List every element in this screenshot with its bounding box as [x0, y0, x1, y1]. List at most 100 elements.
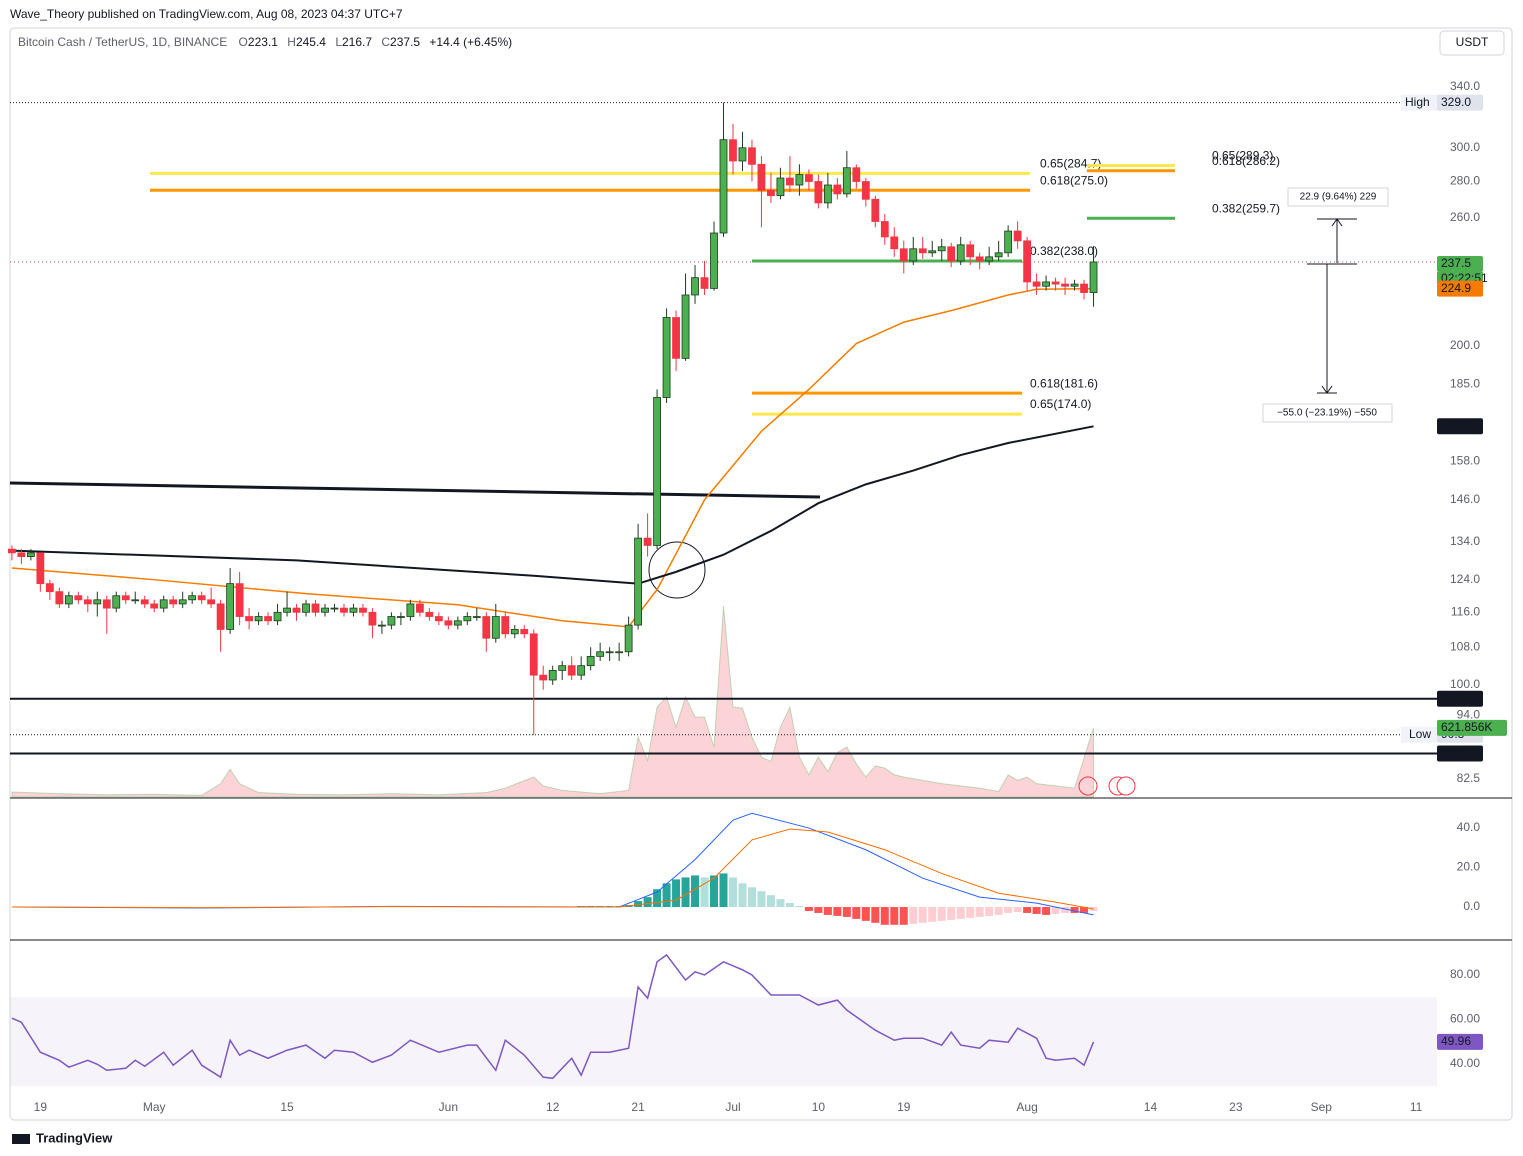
macd-histogram-bar [899, 907, 908, 925]
rsi-line [11, 953, 1095, 1080]
macd-histogram-bar [861, 907, 870, 921]
candle-body [956, 244, 965, 262]
measure-label: −55.0 (−23.19%) −550 [1277, 408, 1377, 419]
candle-body [188, 595, 197, 601]
macd-histogram-bar [710, 875, 719, 908]
macd-histogram-bar [776, 899, 785, 908]
fib-label: 0.618(181.6) [1030, 376, 1098, 390]
macd-histogram-bar [1032, 907, 1041, 914]
candle-body [937, 246, 946, 252]
candle-body [681, 294, 690, 359]
candle-body [605, 651, 614, 654]
candle-body [624, 624, 633, 653]
volume-badge-bg [1437, 719, 1507, 736]
y-tick-label: 108.0 [1450, 639, 1480, 653]
macd-histogram-bar [928, 907, 937, 922]
y-tick-label: 280.0 [1450, 174, 1480, 188]
frame [9, 27, 1513, 1121]
candle-body [292, 607, 301, 613]
macd-histogram-bar [1042, 907, 1051, 915]
candle-body [615, 651, 624, 654]
candle-body [947, 246, 956, 262]
rsi-tick-label: 80.00 [1450, 967, 1480, 981]
macd-histogram-bar [842, 907, 851, 917]
candle-body [577, 665, 586, 676]
price-badge: 224.9 [1441, 281, 1471, 295]
symbol: Bitcoin Cash / TetherUS, 1D, BINANCE [18, 35, 227, 49]
candle-body [719, 139, 728, 234]
macd-line [11, 812, 1094, 916]
level-badge: 86.9 [1441, 746, 1465, 760]
x-tick-label: 19 [897, 1100, 911, 1114]
candle-body [273, 611, 282, 622]
event-icon[interactable] [1078, 776, 1098, 796]
candle-body [1032, 281, 1041, 287]
candle-body [909, 248, 918, 262]
macd-histogram-bar [947, 907, 956, 920]
macd-histogram-bar [1061, 907, 1070, 913]
candle-body [975, 256, 984, 262]
high-badge: 329.0 [1441, 95, 1471, 109]
macd-histogram-bar [833, 907, 842, 916]
x-tick-label: Sep [1311, 1100, 1333, 1114]
high-badge-bg [1437, 94, 1483, 111]
candle-body [444, 620, 453, 626]
price-badge: 169.7 [1441, 418, 1471, 432]
candle-body [55, 591, 64, 605]
candle-body [1089, 261, 1098, 293]
candle-body [131, 599, 140, 602]
y-tick-label: 124.0 [1450, 572, 1480, 586]
candle-body [197, 595, 206, 601]
publisher: Wave_Theory published on TradingView.com… [10, 7, 403, 21]
event-icon[interactable] [1116, 776, 1136, 796]
fib-label: 0.65(284.7) [1040, 157, 1101, 171]
currency[interactable]: USDT [1456, 35, 1489, 49]
last-price: 237.5 [1441, 256, 1471, 270]
candle-body [918, 248, 927, 254]
candle-body [1051, 281, 1060, 285]
x-tick-label: 19 [34, 1100, 48, 1114]
macd-histogram-bar [956, 907, 965, 919]
fib-label: 0.618(286.2) [1212, 154, 1280, 168]
x-tick-label: 21 [631, 1100, 645, 1114]
candle-body [539, 674, 548, 681]
fib-label: 0.618(275.0) [1040, 173, 1108, 187]
rsi-tick-label: 60.00 [1450, 1012, 1480, 1026]
candle-body [833, 184, 842, 195]
fib-label: 0.65(289.3) [1212, 149, 1273, 163]
candle-body [463, 616, 472, 622]
candle-body [453, 620, 462, 626]
candle-body [966, 244, 975, 258]
candle-body [899, 248, 908, 262]
currency-button[interactable] [1439, 30, 1505, 56]
moving-average [11, 425, 1094, 585]
macd-histogram-bar [1013, 907, 1022, 912]
measure-up [1307, 218, 1357, 265]
y-tick-label: 200.0 [1450, 338, 1480, 352]
x-tick-label: 11 [1410, 1100, 1423, 1114]
candle-body [102, 599, 111, 609]
macd-histogram-bar [1070, 907, 1079, 913]
candle-body [340, 607, 348, 613]
trend-line [9, 481, 821, 499]
macd-histogram-bar [975, 907, 984, 917]
x-tick-label: Aug [1016, 1100, 1037, 1114]
candle-body [254, 616, 263, 622]
o-letter: O [239, 35, 248, 49]
macd-tick-label: 0.0 [1463, 899, 1480, 913]
candle-body [150, 603, 159, 609]
footer-logo: TradingView [36, 1130, 113, 1145]
candle-body [245, 616, 253, 622]
x-tick-label: 15 [280, 1100, 294, 1114]
low-tag-bg [1401, 726, 1437, 743]
macd-histogram-bar [871, 907, 880, 923]
y-tick-label: 340.0 [1450, 79, 1480, 93]
x-tick-label: Jul [725, 1100, 740, 1114]
candle-body [349, 607, 358, 613]
candle-body [140, 599, 149, 605]
candle-body [529, 633, 538, 676]
macd-histogram-bar [985, 907, 994, 916]
candle-body [1023, 240, 1032, 283]
macd-histogram-bar [918, 907, 927, 923]
